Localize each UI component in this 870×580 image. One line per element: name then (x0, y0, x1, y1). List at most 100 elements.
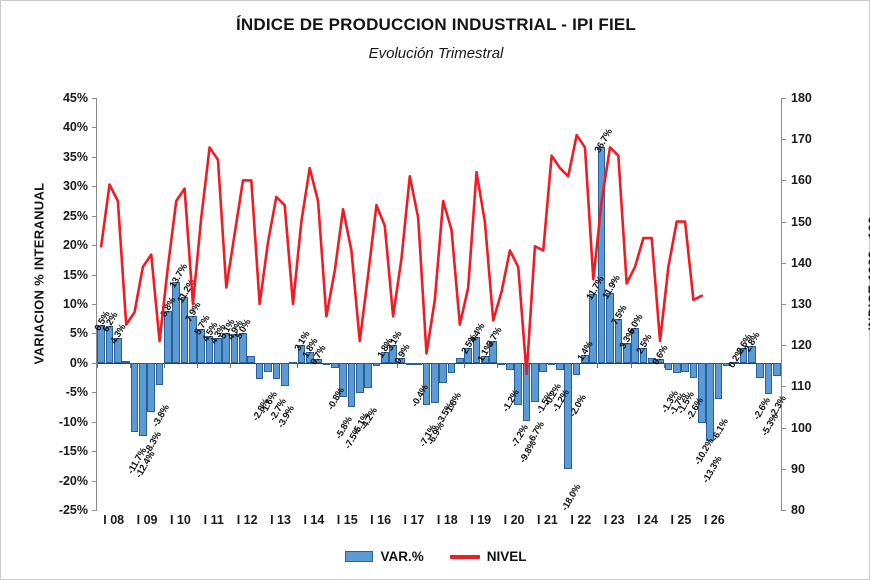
y-tick-label-left: 30% (62, 179, 88, 194)
bar[interactable] (672, 362, 681, 373)
bar[interactable] (722, 362, 731, 367)
bar[interactable] (264, 362, 272, 373)
bar[interactable] (430, 362, 439, 404)
bar[interactable] (714, 362, 723, 399)
bar-value-label: -18.0% (559, 482, 584, 513)
x-tick-label: I 14 (303, 513, 325, 527)
x-tick-label: I 18 (436, 513, 458, 527)
y-tick-mark-right (781, 386, 786, 388)
bar[interactable] (547, 362, 556, 365)
bar-value-label: -4.2% (358, 405, 381, 432)
y-tick-label-right: 140 (791, 255, 812, 270)
bar-value-label: -6.7% (525, 420, 548, 447)
y-tick-label-right: 160 (791, 173, 812, 188)
bar[interactable] (355, 362, 364, 393)
y-tick-mark-right (781, 180, 786, 182)
bar[interactable] (456, 358, 464, 363)
bar[interactable] (439, 362, 447, 384)
bar[interactable] (772, 362, 781, 377)
bar-value-label: 3.7% (484, 325, 505, 350)
bar[interactable] (255, 362, 264, 380)
bar-value-label: 6.0% (625, 311, 646, 336)
legend-label-var-pct: VAR.% (380, 549, 424, 564)
bar[interactable] (497, 362, 506, 365)
bar[interactable] (531, 362, 539, 403)
bar[interactable] (289, 361, 297, 364)
bar[interactable] (756, 362, 764, 379)
bar[interactable] (539, 362, 548, 372)
bar[interactable] (447, 362, 456, 374)
x-tick-label: I 17 (403, 513, 425, 527)
page-subtitle: Evolución Trimestral (368, 45, 504, 62)
bar[interactable] (706, 362, 714, 442)
bar[interactable] (572, 362, 581, 375)
y-tick-label-left: 20% (62, 238, 88, 253)
y-tick-mark-right (781, 221, 786, 223)
x-tick-label: I 08 (103, 513, 125, 527)
bar[interactable] (372, 362, 381, 367)
x-tick-label: I 10 (169, 513, 191, 527)
bar[interactable] (272, 362, 281, 379)
y-tick-label-right: 130 (791, 297, 812, 311)
bar[interactable] (681, 362, 689, 372)
y-tick-mark-left (92, 392, 97, 394)
y-tick-label-left: -25% (58, 503, 88, 517)
bar[interactable] (747, 346, 756, 363)
x-tick-mark (230, 362, 232, 368)
bar[interactable] (764, 362, 773, 395)
y-tick-label-left: -10% (58, 414, 88, 429)
bar[interactable] (597, 146, 606, 363)
x-tick-label: I 22 (570, 513, 592, 527)
bar[interactable] (322, 362, 331, 365)
bar[interactable] (731, 361, 739, 364)
bar[interactable] (739, 347, 748, 363)
bar-value-label: 36.7% (592, 126, 615, 155)
x-tick-mark (297, 362, 299, 368)
y-tick-label-right: 120 (791, 338, 812, 353)
bar[interactable] (122, 360, 131, 363)
bar[interactable] (347, 362, 356, 407)
y-tick-label-right: 150 (791, 214, 812, 229)
bar[interactable] (180, 296, 189, 363)
y-tick-mark-left (92, 480, 97, 482)
bar[interactable] (147, 362, 156, 412)
bar[interactable] (364, 362, 372, 388)
y-tick-label-left: 25% (62, 208, 88, 223)
bar[interactable] (139, 362, 147, 436)
y-tick-mark-left (92, 304, 97, 305)
y-tick-label-left: -15% (58, 444, 88, 459)
bar[interactable] (414, 362, 422, 366)
y-tick-label-right: 80 (791, 503, 805, 517)
y-tick-label-left: 5% (69, 326, 88, 341)
y-tick-mark-left (92, 186, 97, 188)
y-tick-mark-left (92, 510, 97, 511)
y-tick-mark-left (92, 98, 97, 99)
bar[interactable] (522, 362, 531, 421)
bar[interactable] (506, 362, 514, 370)
bar[interactable] (247, 355, 256, 363)
bar[interactable] (130, 362, 139, 432)
bar[interactable] (405, 362, 414, 365)
y-tick-mark-right (781, 345, 786, 347)
legend-label-nivel: NIVEL (486, 549, 527, 564)
bar[interactable] (280, 362, 289, 386)
x-tick-label: I 21 (537, 513, 558, 527)
bar[interactable] (664, 362, 673, 371)
y-tick-label-left: 0% (69, 355, 88, 370)
bar[interactable] (697, 362, 706, 423)
legend-item-var-pct[interactable]: VAR.% (345, 549, 424, 564)
y-tick-mark-left (92, 362, 97, 364)
bar[interactable] (330, 362, 339, 368)
y-tick-label-left: 35% (62, 149, 88, 164)
y-tick-label-left: 15% (62, 267, 88, 282)
bar[interactable] (556, 362, 564, 370)
y-tick-mark-left (92, 451, 97, 453)
bar[interactable] (155, 362, 164, 386)
bar[interactable] (689, 362, 698, 379)
bar[interactable] (606, 292, 614, 363)
y-tick-label-right: 100 (791, 420, 812, 435)
legend-item-nivel[interactable]: NIVEL (449, 549, 527, 564)
y-tick-label-left: 40% (62, 120, 88, 135)
bar-value-label: -2.3% (767, 394, 790, 421)
